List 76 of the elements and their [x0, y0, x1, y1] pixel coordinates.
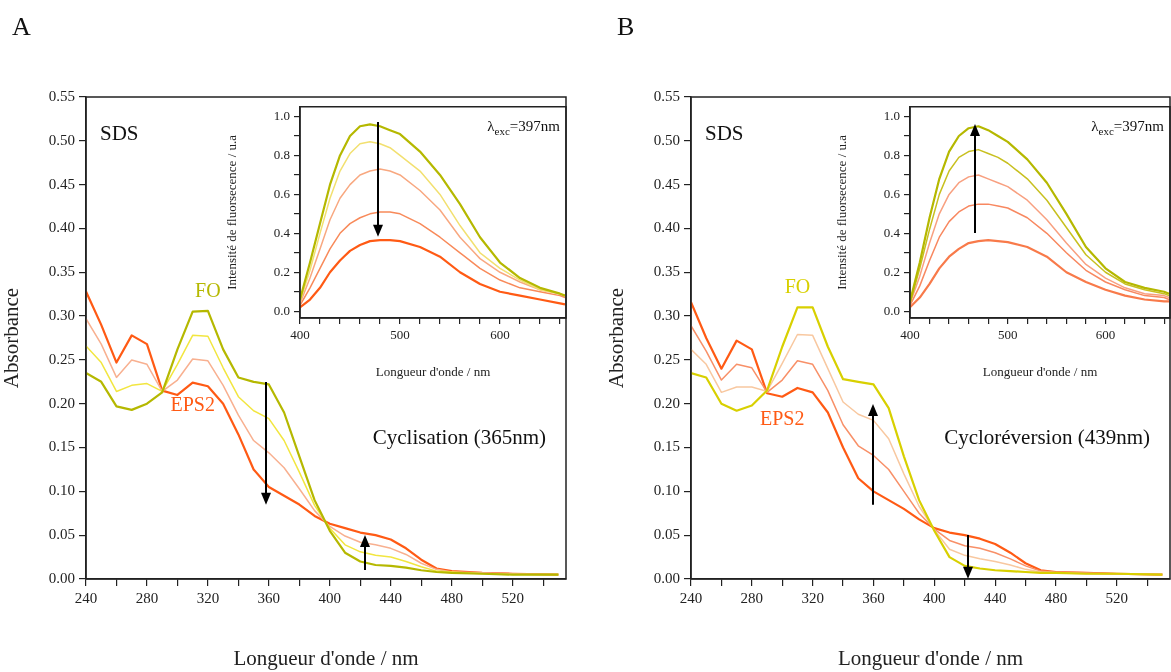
- y-tick-label: 0.05: [653, 526, 680, 543]
- annotation: Cycloréversion (439nm): [944, 425, 1151, 450]
- x-tick-label: 320: [801, 589, 824, 606]
- y-tick-label: 0.30: [653, 307, 680, 324]
- y-tick-label: 0.8: [273, 146, 290, 162]
- y-tick-label: 0.25: [653, 350, 680, 367]
- y-tick-label: 0.30: [48, 307, 75, 324]
- y-tick-label: 0.00: [653, 569, 680, 586]
- y-axis-title: Absorbance: [0, 287, 24, 389]
- y-tick-label: 0.50: [653, 131, 680, 148]
- y-tick-label: 0.0: [273, 302, 290, 318]
- x-tick-label: 480: [1044, 589, 1068, 606]
- series-label: EPS2: [170, 392, 215, 415]
- y-tick-label: 0.05: [48, 526, 75, 543]
- x-tick-label: 240: [679, 589, 703, 606]
- x-tick-label: 440: [983, 589, 1007, 606]
- y-tick-label: 0.25: [48, 350, 75, 367]
- x-tick-label: 520: [501, 589, 524, 606]
- y-tick-label: 0.55: [48, 87, 75, 104]
- y-tick-label: 0.10: [48, 482, 75, 499]
- x-tick-label: 240: [74, 589, 98, 606]
- series-label: FO: [195, 278, 221, 301]
- y-tick-label: 0.50: [48, 131, 75, 148]
- y-tick-label: 0.4: [883, 224, 901, 240]
- y-tick-label: 0.45: [653, 175, 680, 192]
- x-tick-label: 280: [740, 589, 764, 606]
- y-tick-label: 0.6: [273, 185, 291, 201]
- y-tick-label: 0.10: [653, 482, 680, 499]
- y-tick-label: 0.15: [48, 438, 75, 455]
- y-tick-label: 0.45: [48, 175, 75, 192]
- x-tick-label: 360: [257, 589, 281, 606]
- y-tick-label: 0.2: [883, 263, 900, 279]
- x-axis-title: Longueur d'onde / nm: [233, 645, 419, 670]
- y-tick-label: 0.8: [883, 146, 900, 162]
- x-tick-label: 600: [1095, 327, 1116, 343]
- annotation: SDS: [100, 121, 139, 145]
- y-tick-label: 1.0: [883, 107, 900, 123]
- y-tick-label: 0.35: [653, 263, 680, 280]
- x-tick-label: 400: [318, 589, 342, 606]
- y-tick-label: 0.20: [48, 394, 75, 411]
- y-tick-label: 0.00: [48, 569, 75, 586]
- y-tick-label: 0.40: [653, 219, 680, 236]
- x-tick-label: 400: [900, 327, 920, 343]
- annotation: Cyclisation (365nm): [372, 425, 547, 450]
- y-tick-label: 0.0: [883, 302, 900, 318]
- x-tick-label: 520: [1105, 589, 1129, 606]
- x-tick-label: 500: [390, 327, 410, 343]
- x-axis-title: Longueur d'onde / nm: [375, 363, 491, 379]
- x-tick-label: 480: [440, 589, 463, 606]
- y-tick-label: 0.2: [273, 263, 290, 279]
- x-tick-label: 280: [135, 589, 159, 606]
- y-axis-title: Intensité de fluorsecence / u.a: [834, 134, 850, 290]
- y-tick-label: 0.35: [48, 263, 75, 280]
- y-tick-label: 0.20: [653, 394, 680, 411]
- chart-title: A: [12, 12, 31, 42]
- x-tick-label: 500: [997, 327, 1018, 343]
- y-axis-title: Absorbance: [604, 287, 629, 389]
- x-tick-label: 320: [196, 589, 220, 606]
- x-tick-label: 440: [379, 589, 403, 606]
- annotation: SDS: [705, 121, 744, 145]
- y-tick-label: 0.4: [273, 224, 291, 240]
- x-tick-label: 400: [290, 327, 310, 343]
- y-tick-label: 0.55: [653, 87, 680, 104]
- chart-title: B: [617, 12, 635, 42]
- x-tick-label: 600: [490, 327, 510, 343]
- x-tick-label: 360: [862, 589, 885, 606]
- x-tick-label: 400: [923, 589, 946, 606]
- y-tick-label: 1.0: [273, 107, 290, 123]
- y-axis-title: Intensité de fluorsecence / u.a: [224, 134, 240, 290]
- series-label: FO: [784, 275, 811, 298]
- y-tick-label: 0.6: [883, 185, 901, 201]
- x-axis-title: Longueur d'onde / nm: [982, 363, 1098, 379]
- y-tick-label: 0.40: [48, 219, 75, 236]
- y-tick-label: 0.15: [653, 438, 680, 455]
- x-axis-title: Longueur d'onde / nm: [837, 645, 1024, 670]
- series-label: EPS2: [760, 406, 805, 429]
